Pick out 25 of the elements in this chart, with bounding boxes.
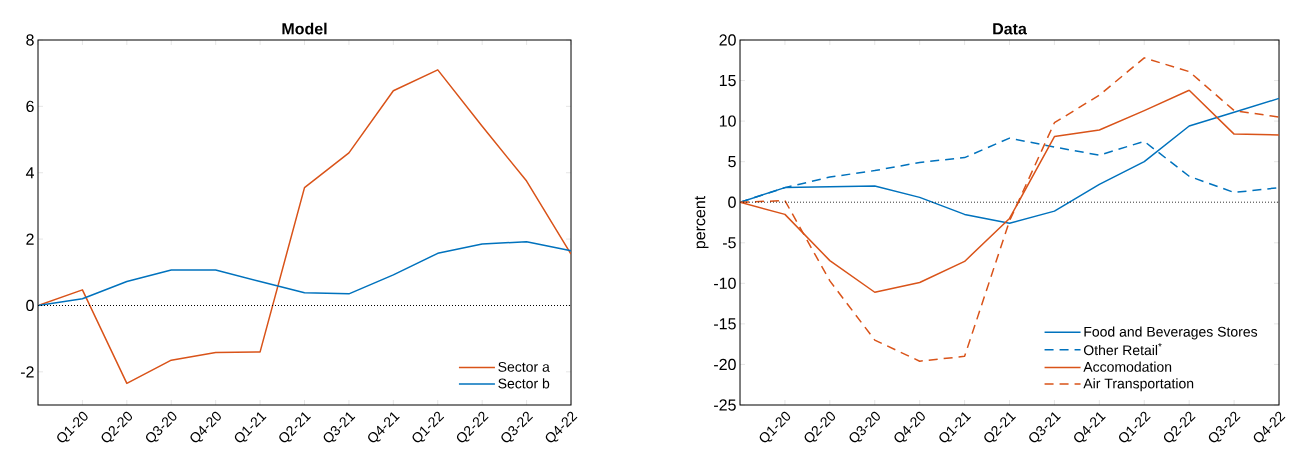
- legend-label: Accomodation: [1083, 361, 1172, 372]
- legend-label: Other Retail$^{*}$: [1083, 343, 1162, 356]
- y-tick-label: -10: [714, 277, 736, 289]
- y-tick-label: -2: [20, 366, 34, 378]
- y-tick-label: -5: [722, 237, 736, 249]
- y-tick-label: -20: [714, 358, 736, 371]
- y-tick-label: 0: [728, 196, 736, 208]
- chart-title: Data: [993, 23, 1027, 35]
- y-tick-label: 15: [719, 74, 736, 87]
- y-tick-label: 20: [719, 34, 736, 46]
- y-tick-label: 2: [26, 233, 34, 245]
- y-tick-label: 8: [26, 34, 34, 46]
- legend-label: Sector b: [498, 378, 550, 389]
- chart-title: Model: [282, 22, 327, 35]
- y-tick-label: 10: [719, 115, 736, 127]
- y-tick-label: 0: [26, 299, 34, 312]
- legend-label: Air Transportation: [1083, 378, 1194, 392]
- y-tick-label: -15: [714, 318, 736, 330]
- y-tick-label: 5: [728, 156, 736, 168]
- y-axis-title: percent: [694, 195, 709, 249]
- y-tick-label: 4: [25, 167, 34, 179]
- y-tick-label: -25: [714, 399, 736, 411]
- legend-label: Sector a: [498, 361, 550, 372]
- y-tick-label: 6: [26, 100, 34, 113]
- legend-label: Food and Beverages Stores: [1084, 326, 1258, 340]
